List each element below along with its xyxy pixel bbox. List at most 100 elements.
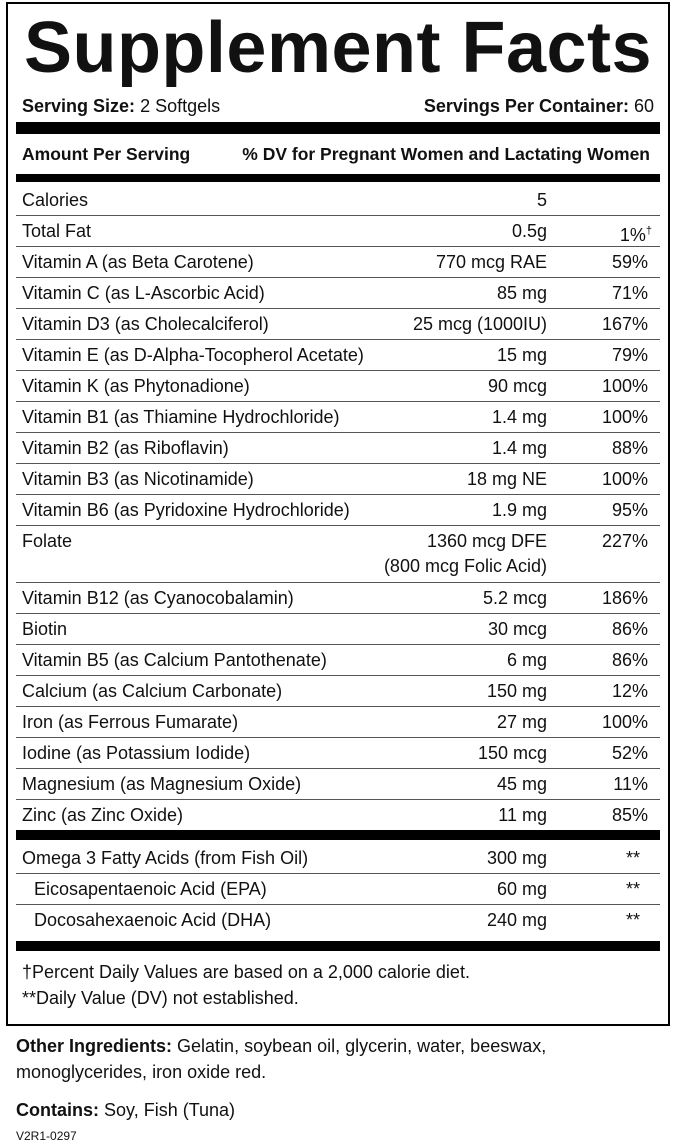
nutrient-name: Vitamin B3 (as Nicotinamide) xyxy=(22,469,254,489)
value: 60 xyxy=(633,96,654,116)
nutrient-name: Vitamin K (as Phytonadione) xyxy=(22,376,250,396)
footnote: †Percent Daily Values are based on a 2,0… xyxy=(22,962,470,982)
nutrient-row: Vitamin B2 (as Riboflavin) 1.4 mg 88% xyxy=(16,433,660,464)
nutrient-name: Vitamin B1 (as Thiamine Hydrochloride) xyxy=(22,407,340,427)
servings-per-container: Servings Per Container: 60 xyxy=(424,92,654,120)
nutrient-row: Vitamin E (as D-Alpha-Tocopherol Acetate… xyxy=(16,340,660,371)
nutrient-name: Vitamin B5 (as Calcium Pantothenate) xyxy=(22,650,327,670)
dv-value: 85% xyxy=(611,805,648,825)
nutrient-row: Folate 1360 mcg DFE (800 mcg Folic Acid) 22… xyxy=(16,526,660,583)
footnotes: †Percent Daily Values are based on a 2,0… xyxy=(8,959,668,1011)
amount: 0.5g xyxy=(511,221,547,241)
other-ingredients: Other Ingredients: Gelatin, soybean oil,… xyxy=(16,1033,656,1085)
dv-value: 95% xyxy=(611,500,648,520)
dv-value: 100% xyxy=(601,407,648,427)
amount: 85 mg xyxy=(496,283,547,303)
dv-mark: † xyxy=(645,225,652,237)
daily-value: 167% xyxy=(602,309,648,339)
nutrient-row: Calcium (as Calcium Carbonate) 150 mg 12% xyxy=(16,676,660,707)
nutrient-name: Docosahexaenoic Acid (DHA) xyxy=(34,910,272,930)
amount: 150 mcg xyxy=(477,743,547,763)
nutrient-row: Vitamin A (as Beta Carotene) 770 mcg RAE 5… xyxy=(16,247,660,278)
dv-value: 86% xyxy=(611,619,648,639)
daily-value: 86% xyxy=(612,645,648,675)
nutrient-row: Vitamin B5 (as Calcium Pantothenate) 6 mg… xyxy=(16,645,660,676)
amount: 240 mg xyxy=(486,910,547,930)
nutrient-row: Vitamin C (as L-Ascorbic Acid) 85 mg 71% xyxy=(16,278,660,309)
nutrient-name: Vitamin D3 (as Cholecalciferol) xyxy=(22,314,269,334)
nutrient-row: Vitamin B1 (as Thiamine Hydrochloride) 1.… xyxy=(16,402,660,433)
text: Soy, Fish (Tuna) xyxy=(104,1100,236,1120)
amount: 25 mcg (1000IU) xyxy=(412,314,547,334)
daily-value: 88% xyxy=(612,433,648,463)
dv-value: 12% xyxy=(611,681,648,701)
amount: 45 mg xyxy=(496,774,547,794)
daily-value: 79% xyxy=(612,340,648,370)
contains: Contains: Soy, Fish (Tuna) xyxy=(16,1097,656,1123)
nutrient-name: Vitamin B12 (as Cyanocobalamin) xyxy=(22,588,294,608)
amount: 150 mg xyxy=(486,681,547,701)
daily-value: 100% xyxy=(602,707,648,737)
product-code: V2R1-0297 xyxy=(16,1129,77,1143)
nutrient-rows: Calories 5 Total Fat 0.5g 1%† Vitamin A (as B… xyxy=(8,185,668,830)
nutrient-row: Vitamin D3 (as Cholecalciferol) 25 mcg (1… xyxy=(16,309,660,340)
daily-value: 12% xyxy=(612,676,648,706)
nutrient-row: Magnesium (as Magnesium Oxide) 45 mg 11% xyxy=(16,769,660,800)
daily-value: 100% xyxy=(602,371,648,401)
dv-value: 71% xyxy=(611,283,648,303)
dv-value: 100% xyxy=(601,712,648,732)
daily-value: 11% xyxy=(613,769,648,799)
label: Serving Size: xyxy=(22,96,136,116)
nutrient-row: Docosahexaenoic Acid (DHA) 240 mg ** xyxy=(16,905,660,935)
nutrient-row: Vitamin K (as Phytonadione) 90 mcg 100% xyxy=(16,371,660,402)
dv-value: 1% xyxy=(619,225,646,245)
nutrient-name: Vitamin A (as Beta Carotene) xyxy=(22,252,254,272)
daily-value: 59% xyxy=(612,247,648,277)
daily-value: 95% xyxy=(612,495,648,525)
nutrient-name: Magnesium (as Magnesium Oxide) xyxy=(22,774,302,794)
dv-value: ** xyxy=(625,910,640,930)
divider xyxy=(16,174,660,182)
daily-value: ** xyxy=(626,843,640,873)
nutrient-row: Eicosapentaenoic Acid (EPA) 60 mg ** xyxy=(16,874,660,905)
amount: 1.9 mg xyxy=(491,500,547,520)
nutrient-row: Iron (as Ferrous Fumarate) 27 mg 100% xyxy=(16,707,660,738)
amount: 30 mcg xyxy=(487,619,547,639)
divider xyxy=(16,122,660,134)
text: Gelatin, soybean oil, glycerin, water, b… xyxy=(16,1036,547,1082)
value: 2 Softgels xyxy=(140,96,221,116)
dv-value: 100% xyxy=(601,469,648,489)
dv-value: 11% xyxy=(613,774,648,794)
nutrient-name: Eicosapentaenoic Acid (EPA) xyxy=(34,879,267,899)
daily-value: 71% xyxy=(612,278,648,308)
amount: 11 mg xyxy=(498,805,547,825)
dv-value: 59% xyxy=(611,252,648,272)
amount: 6 mg xyxy=(506,650,547,670)
daily-value: ** xyxy=(626,874,640,904)
daily-value: 85% xyxy=(612,800,648,830)
nutrient-name: Vitamin C (as L-Ascorbic Acid) xyxy=(22,283,265,303)
nutrient-name: Calcium (as Calcium Carbonate) xyxy=(22,681,283,701)
amount-header: Amount Per Serving xyxy=(22,144,191,164)
divider xyxy=(16,941,660,951)
amount: 15 mg xyxy=(496,345,547,365)
dv-value: 86% xyxy=(611,650,648,670)
label: Other Ingredients: xyxy=(16,1036,173,1056)
dv-value: 52% xyxy=(611,743,648,763)
dv-value: 100% xyxy=(601,376,648,396)
amount: 5 xyxy=(536,190,547,210)
nutrient-name: Vitamin E (as D-Alpha-Tocopherol Acetate… xyxy=(22,345,364,365)
daily-value: 100% xyxy=(602,464,648,494)
nutrient-row: Total Fat 0.5g 1%† xyxy=(16,216,660,247)
divider xyxy=(16,830,660,840)
amount-note: (800 mcg Folic Acid) xyxy=(383,556,547,576)
facts-panel: Supplement Facts Serving Size: 2 Softgel… xyxy=(6,2,670,1026)
nutrient-row: Biotin 30 mcg 86% xyxy=(16,614,660,645)
nutrient-row: Vitamin B12 (as Cyanocobalamin) 5.2 mcg 18… xyxy=(16,583,660,614)
label: Contains: xyxy=(16,1100,99,1120)
daily-value: 86% xyxy=(612,614,648,644)
dv-value: 227% xyxy=(601,531,648,551)
daily-value: 186% xyxy=(602,583,648,613)
amount: 60 mg xyxy=(496,879,547,899)
nutrient-name: Iron (as Ferrous Fumarate) xyxy=(22,712,239,732)
